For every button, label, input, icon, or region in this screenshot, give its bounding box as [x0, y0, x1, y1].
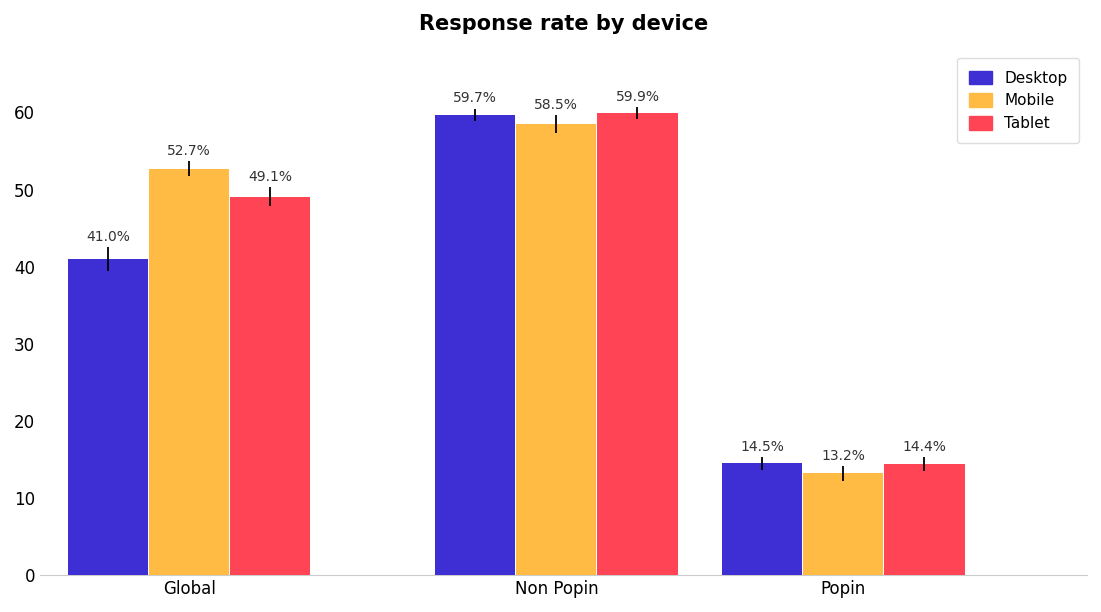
Text: 59.7%: 59.7% [454, 91, 498, 105]
Text: 14.5%: 14.5% [740, 440, 784, 454]
Text: 13.2%: 13.2% [821, 449, 865, 463]
Bar [803, 474, 883, 575]
Text: 41.0%: 41.0% [86, 230, 130, 244]
Text: 59.9%: 59.9% [615, 90, 659, 104]
Text: 52.7%: 52.7% [167, 144, 211, 158]
Title: Response rate by device: Response rate by device [418, 14, 708, 34]
Bar [435, 114, 515, 575]
Text: 58.5%: 58.5% [534, 98, 578, 111]
Text: 14.4%: 14.4% [903, 440, 947, 454]
Text: 49.1%: 49.1% [248, 170, 292, 184]
Bar [149, 169, 229, 575]
Bar [597, 113, 677, 575]
Bar [884, 464, 964, 575]
Bar [516, 124, 597, 575]
Bar [68, 259, 149, 575]
Legend: Desktop, Mobile, Tablet: Desktop, Mobile, Tablet [957, 58, 1079, 143]
Bar [230, 196, 310, 575]
Bar [722, 463, 803, 575]
